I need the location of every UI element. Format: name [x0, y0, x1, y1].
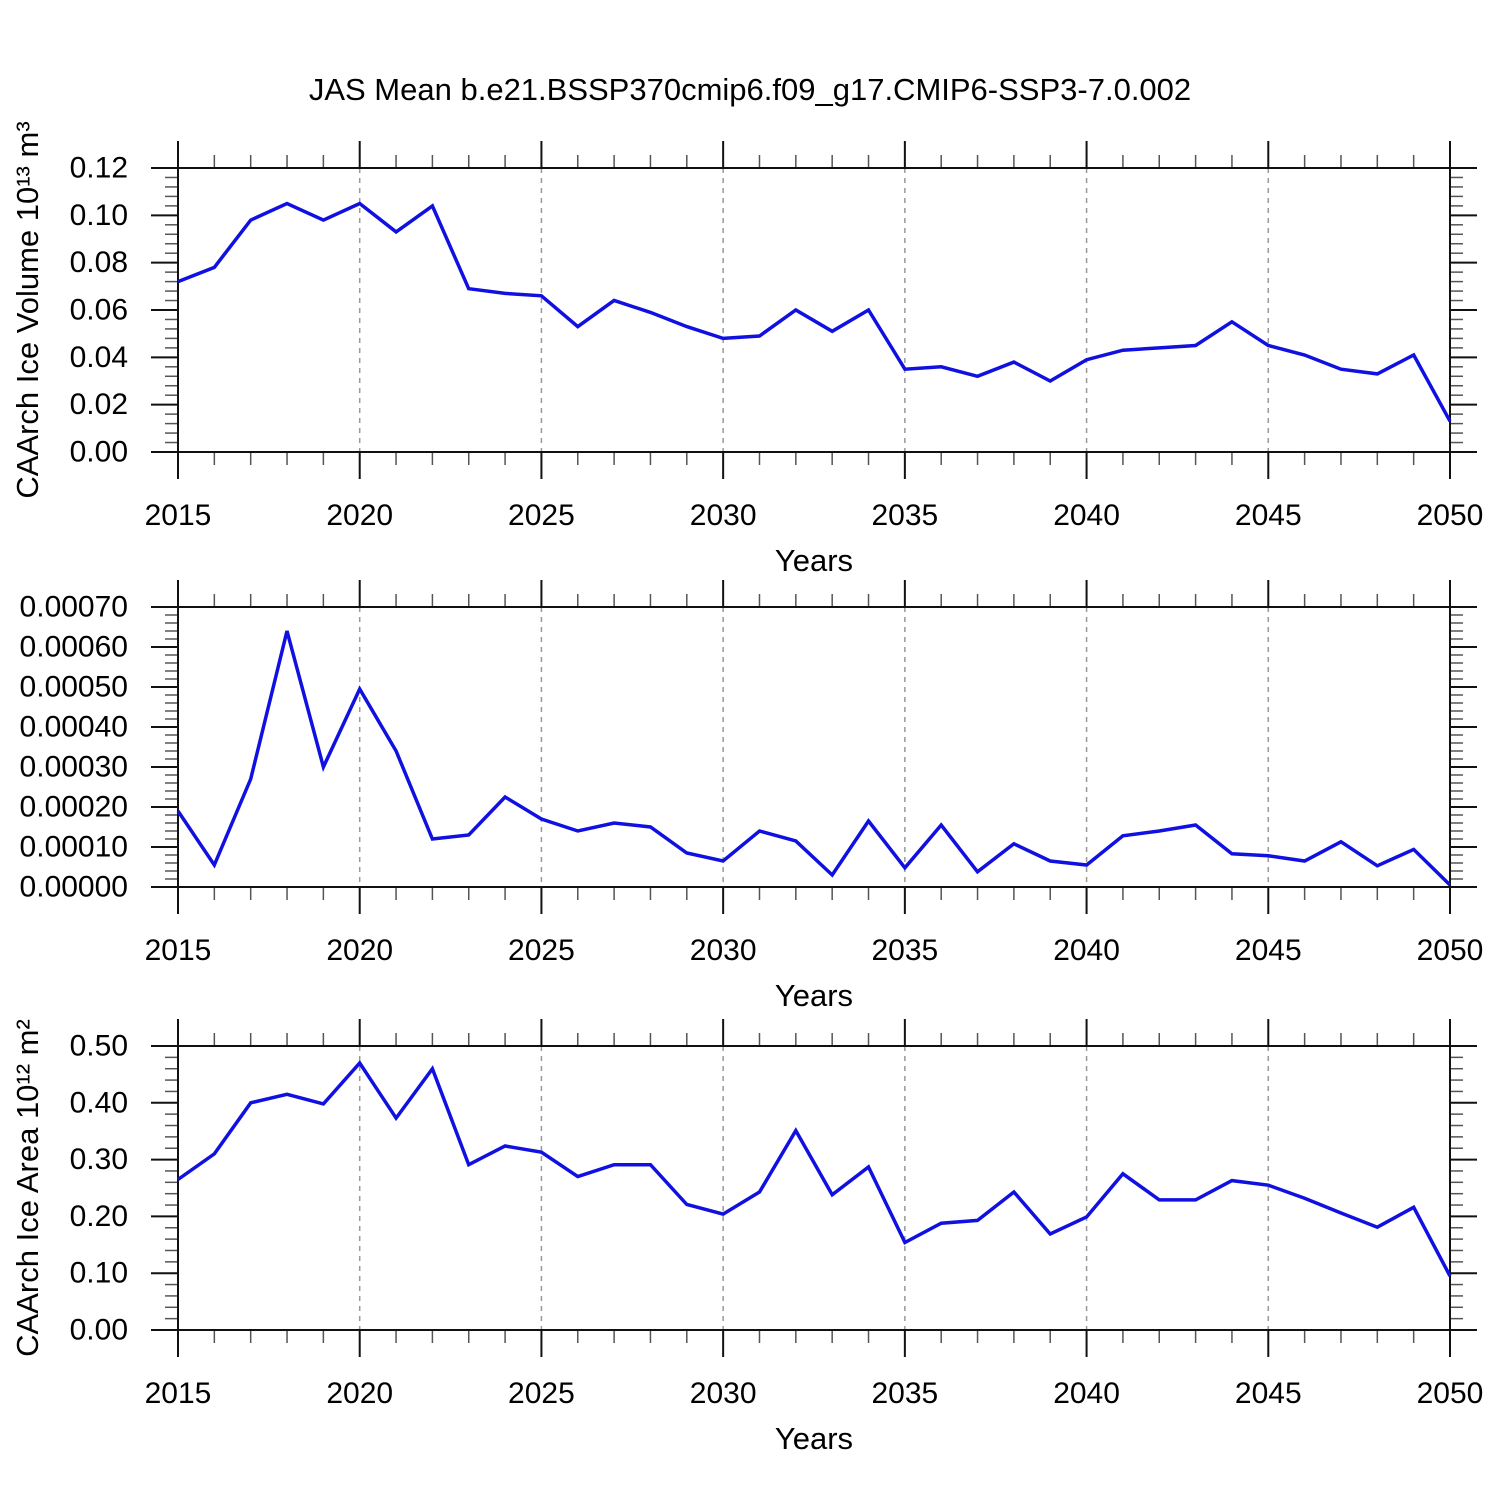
x-tick-label: 2040	[1053, 499, 1120, 532]
x-tick-label: 2025	[508, 499, 575, 532]
panel-volume-panel-x-tick-labels: 2015 2020 2025 2030 2035 2040 2045 2050	[145, 499, 1484, 532]
panel-volume-panel-y-axis-title: CAArch Ice Volume 10¹³ m³	[10, 121, 45, 498]
y-tick-label: 0.30	[70, 1143, 128, 1176]
y-tick-label: 0.00040	[20, 711, 128, 744]
panel-volume-panel-frame	[177, 167, 1451, 453]
panel-area-panel-frame	[177, 1045, 1451, 1331]
y-tick-label: 0.04	[70, 341, 128, 374]
chart-title: JAS Mean b.e21.BSSP370cmip6.f09_g17.CMIP…	[308, 72, 1192, 107]
panel-middle-panel-x-axis-title: Years	[775, 978, 853, 1013]
x-tick-label: 2020	[326, 499, 393, 532]
panel-area-panel-y-axis-title: CAArch Ice Area 10¹² m²	[10, 1019, 45, 1357]
panel-area-panel-y-ticks: 0.00 0.10 0.20 0.30 0.40 0.50	[70, 1030, 1477, 1347]
y-tick-label: 0.00000	[20, 871, 128, 904]
panel-area-panel-x-ticks	[177, 1019, 1451, 1357]
y-tick-label: 0.00010	[20, 831, 128, 864]
panel-area-panel-gridlines	[358, 1046, 1270, 1330]
panel-middle-panel-x-tick-labels: 2015 2020 2025 2030 2035 2040 2045 2050	[145, 934, 1484, 967]
x-tick-label: 2040	[1053, 1377, 1120, 1410]
y-tick-label: 0.00070	[20, 591, 128, 624]
y-tick-label: 0.00020	[20, 791, 128, 824]
panel-volume-panel-gridlines	[358, 168, 1270, 452]
panel-area-panel-x-tick-labels: 2015 2020 2025 2030 2035 2040 2045 2050	[145, 1377, 1484, 1410]
x-tick-label: 2015	[145, 1377, 212, 1410]
x-tick-label: 2050	[1417, 1377, 1484, 1410]
panel-area-panel: 0.00 0.10 0.20 0.30 0.40 0.50 2015 2020 2025 2030…	[10, 1019, 1483, 1456]
panel-middle-panel-series-line	[176, 630, 1452, 887]
x-tick-label: 2045	[1235, 1377, 1302, 1410]
x-tick-label: 2020	[326, 1377, 393, 1410]
y-tick-label: 0.20	[70, 1200, 128, 1233]
y-tick-label: 0.00	[70, 1314, 128, 1347]
x-tick-label: 2040	[1053, 934, 1120, 967]
x-tick-label: 2030	[690, 934, 757, 967]
x-tick-label: 2025	[508, 934, 575, 967]
x-tick-label: 2050	[1417, 934, 1484, 967]
panel-volume-panel-series-line	[177, 201, 1452, 423]
x-tick-label: 2045	[1235, 934, 1302, 967]
y-tick-label: 0.00030	[20, 751, 128, 784]
y-tick-label: 0.50	[70, 1030, 128, 1063]
x-tick-label: 2045	[1235, 499, 1302, 532]
x-tick-label: 2050	[1417, 499, 1484, 532]
panel-middle-panel: 0.00000 0.00010 0.00020 0.00030 0.00040 0.000…	[20, 580, 1484, 1013]
y-tick-label: 0.12	[70, 152, 128, 185]
panel-area-panel-series-line	[176, 1060, 1452, 1277]
panel-volume-panel: 0.00 0.02 0.04 0.06 0.08 0.10 0.12 2015 2020 2025…	[10, 121, 1483, 578]
panel-middle-panel-y-ticks: 0.00000 0.00010 0.00020 0.00030 0.00040 0.000…	[20, 591, 1477, 904]
panel-volume-panel-x-ticks	[177, 141, 1451, 479]
x-tick-label: 2030	[690, 1377, 757, 1410]
y-tick-label: 0.10	[70, 199, 128, 232]
y-tick-label: 0.00050	[20, 671, 128, 704]
panel-middle-panel-gridlines	[358, 607, 1270, 887]
x-tick-label: 2035	[871, 1377, 938, 1410]
y-tick-label: 0.08	[70, 246, 128, 279]
x-tick-label: 2035	[871, 934, 938, 967]
x-tick-label: 2020	[326, 934, 393, 967]
panel-middle-panel-frame	[177, 606, 1451, 888]
y-tick-label: 0.00	[70, 436, 128, 469]
panel-middle-panel-x-ticks	[177, 580, 1451, 914]
y-tick-label: 0.02	[70, 388, 128, 421]
x-tick-label: 2035	[871, 499, 938, 532]
panel-area-panel-x-axis-title: Years	[775, 1421, 853, 1456]
x-tick-label: 2015	[145, 934, 212, 967]
panel-volume-panel-y-ticks: 0.00 0.02 0.04 0.06 0.08 0.10 0.12	[70, 152, 1477, 469]
y-tick-label: 0.40	[70, 1086, 128, 1119]
y-tick-label: 0.00060	[20, 631, 128, 664]
y-tick-label: 0.10	[70, 1257, 128, 1290]
x-tick-label: 2025	[508, 1377, 575, 1410]
x-tick-label: 2030	[690, 499, 757, 532]
y-tick-label: 0.06	[70, 294, 128, 327]
panel-volume-panel-x-axis-title: Years	[775, 543, 853, 578]
x-tick-label: 2015	[145, 499, 212, 532]
